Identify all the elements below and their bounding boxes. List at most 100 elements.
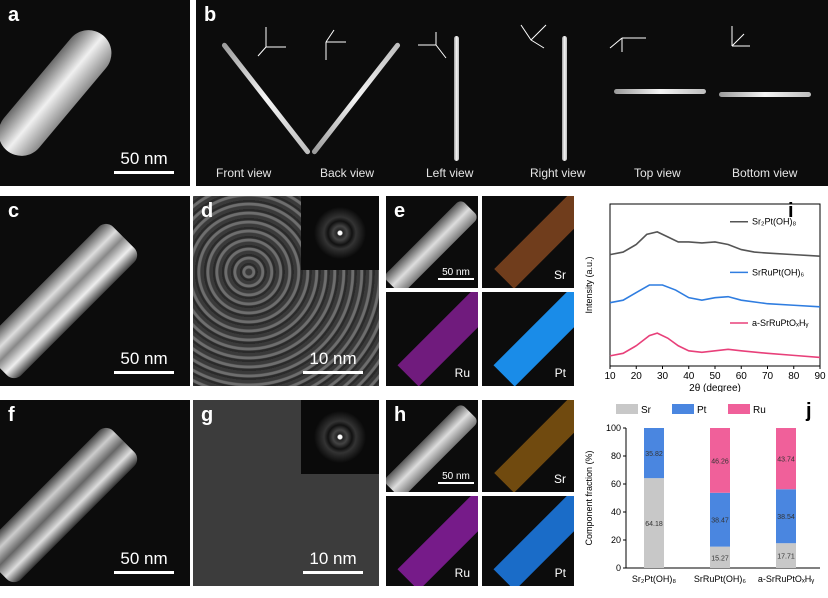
panel-label-h: h	[394, 404, 407, 426]
bar-data-label: 64.18	[645, 521, 663, 528]
scale-text-g: 10 nm	[309, 549, 357, 568]
view-label-left: Left view	[426, 166, 474, 180]
panel-h-ru-map: Ru	[386, 496, 478, 586]
nanorod-image	[0, 20, 121, 166]
scale-text-d: 10 nm	[309, 349, 357, 368]
scale-bar-f: 50 nm	[114, 549, 174, 574]
panel-e-sr-map: Sr	[482, 196, 574, 288]
stacked-bar-segment	[644, 478, 664, 568]
xrd-series-line	[609, 332, 821, 359]
panel-label-g: g	[201, 404, 214, 426]
panel-f: f 50 nm	[0, 400, 190, 586]
x-tick-label: 50	[709, 371, 721, 382]
panel-label-f: f	[8, 404, 15, 426]
axes-icon	[325, 29, 346, 60]
axes-icon	[257, 27, 286, 57]
panel-g: g 10 nm	[193, 400, 379, 586]
legend-entry: Sr	[641, 405, 652, 416]
bar-data-label: 46.26	[711, 458, 729, 465]
bar-data-label: 38.47	[711, 518, 729, 525]
y-tick-label: 0	[616, 563, 621, 573]
legend-swatch	[728, 404, 750, 414]
panel-label-j: j	[806, 400, 812, 422]
panel-e-ru-map: Ru	[386, 292, 478, 386]
legend-entry: Sr₂Pt(OH)₈	[752, 217, 796, 227]
view-label-bottom: Bottom view	[732, 166, 798, 180]
view-label-top: Top view	[634, 166, 681, 180]
bar-data-label: 15.27	[711, 555, 729, 562]
legend-entry: Ru	[753, 405, 766, 416]
element-label-pt: Pt	[554, 366, 566, 380]
bar-data-label: 17.71	[777, 554, 795, 561]
element-label-sr: Sr	[554, 268, 566, 282]
x-tick-label: SrRuPt(OH)₆	[694, 574, 747, 584]
diffraction-inset	[301, 400, 379, 474]
fraction-bar-chart: Sr Pt Ru 0 20 40 60 80 100 Component fraction (%)…	[584, 404, 820, 584]
view-label-right: Right view	[530, 166, 586, 180]
stacked-bar-segment	[710, 428, 730, 493]
panel-b: b Front view Back view Left view Right v…	[196, 0, 828, 186]
scale-bar-a: 50 nm	[114, 149, 174, 174]
element-label-pt: Pt	[554, 566, 566, 580]
legend-swatch	[616, 404, 638, 414]
scale-text-c: 50 nm	[120, 349, 168, 368]
x-axis-label: 2θ (degree)	[689, 383, 741, 392]
panel-e-pt-map: Pt	[482, 292, 574, 386]
view-label-front: Front view	[216, 166, 272, 180]
scale-text-h: 50 nm	[442, 471, 470, 482]
diffraction-inset	[301, 196, 379, 270]
axes-icon	[520, 24, 547, 49]
panel-label-i: i	[788, 200, 794, 222]
panel-c: c 50 nm	[0, 196, 190, 386]
x-tick-label: Sr₂Pt(OH)₈	[632, 574, 676, 584]
panel-label-c: c	[8, 200, 20, 222]
axes-icon	[609, 37, 646, 52]
scale-bar-c: 50 nm	[114, 349, 174, 374]
panel-a: a 50 nm	[0, 0, 190, 186]
y-tick-label: 80	[611, 451, 621, 461]
panel-h-sr-map: Sr	[482, 400, 574, 492]
stacked-bar-segment	[776, 543, 796, 568]
stacked-bar-segment	[776, 428, 796, 490]
element-label-ru: Ru	[454, 566, 470, 580]
element-label-ru: Ru	[454, 366, 470, 380]
y-axis-label: Intensity (a.u.)	[584, 256, 594, 313]
legend-swatch	[672, 404, 694, 414]
stacked-bar-segment	[710, 546, 730, 568]
xrd-chart: 10 20 30 40 50 60 70 80 90 2θ (degree) Intensity (…	[584, 203, 826, 392]
scale-text-f: 50 nm	[120, 549, 168, 568]
y-tick-label: 20	[611, 535, 621, 545]
x-tick-label: 80	[788, 371, 800, 382]
scale-text-a: 50 nm	[120, 149, 168, 168]
rod-top	[614, 89, 706, 94]
y-tick-label: 40	[611, 507, 621, 517]
scale-text-e: 50 nm	[442, 267, 470, 278]
y-tick-label: 60	[611, 479, 621, 489]
scale-bar-h: 50 nm	[438, 471, 474, 484]
scale-bar-d: 10 nm	[303, 349, 363, 374]
panel-label-a: a	[8, 4, 20, 26]
x-tick-label: 60	[736, 371, 748, 382]
axes-icon	[418, 32, 447, 59]
bar-data-label: 35.82	[645, 451, 663, 458]
xrd-series-line	[609, 230, 821, 257]
x-tick-label: 30	[657, 371, 669, 382]
view-label-back: Back view	[320, 166, 375, 180]
stacked-bar-segment	[644, 428, 664, 479]
legend-entry: SrRuPt(OH)₆	[752, 267, 805, 277]
panel-label-b: b	[204, 4, 217, 26]
y-axis-label: Component fraction (%)	[584, 450, 594, 545]
bar-data-label: 38.54	[777, 514, 795, 521]
x-tick-label: 90	[814, 371, 826, 382]
legend-entry: a-SrRuPtOₓHᵧ	[752, 318, 808, 328]
element-label-sr: Sr	[554, 472, 566, 486]
x-tick-label: a-SrRuPtOₓHᵧ	[758, 574, 814, 584]
panel-d: d 10 nm	[193, 196, 379, 386]
panel-h-sem: h 50 nm	[386, 400, 478, 492]
x-tick-label: 20	[631, 371, 643, 382]
scale-bar-e: 50 nm	[438, 267, 474, 280]
x-tick-label: 10	[604, 371, 616, 382]
x-tick-label: 70	[762, 371, 774, 382]
rod-bottom	[719, 92, 811, 97]
stacked-bar-segment	[710, 492, 730, 547]
